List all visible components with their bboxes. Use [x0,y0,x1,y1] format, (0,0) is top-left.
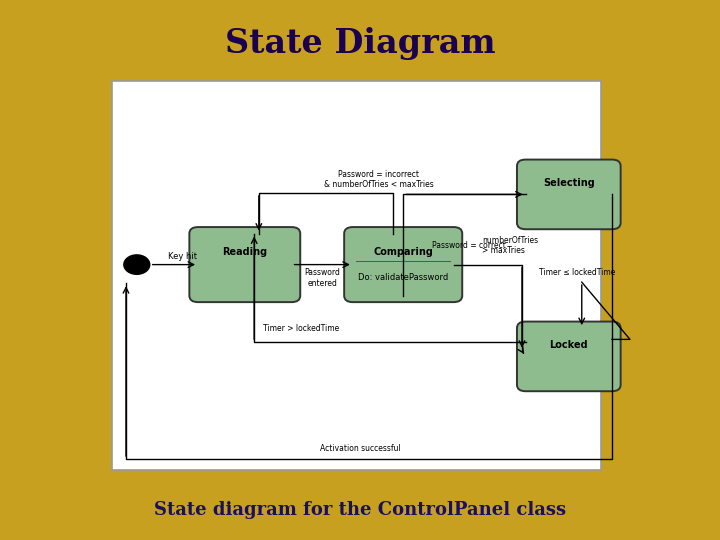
Circle shape [124,255,150,274]
Text: State Diagram: State Diagram [225,26,495,60]
FancyBboxPatch shape [517,321,621,391]
Text: Locked: Locked [549,340,588,350]
Text: Password
entered: Password entered [305,268,340,288]
Text: Timer ≤ lockedTime: Timer ≤ lockedTime [539,268,616,277]
Text: State diagram for the ControlPanel class: State diagram for the ControlPanel class [154,501,566,519]
Text: Reading: Reading [222,247,267,257]
Text: Do: validatePassword: Do: validatePassword [358,273,449,281]
FancyBboxPatch shape [517,160,621,229]
Text: Key hit: Key hit [168,252,197,261]
Text: Timer > lockedTime: Timer > lockedTime [263,324,339,333]
FancyBboxPatch shape [112,81,601,470]
Text: Selecting: Selecting [543,178,595,188]
Text: Password = correct: Password = correct [432,240,506,249]
Text: Password = incorrect
& numberOfTries < maxTries: Password = incorrect & numberOfTries < m… [324,170,433,189]
FancyBboxPatch shape [189,227,300,302]
Text: Comparing: Comparing [373,247,433,257]
Text: numberOfTries
> maxTries: numberOfTries > maxTries [482,236,539,255]
Text: Activation successful: Activation successful [320,444,400,453]
FancyBboxPatch shape [344,227,462,302]
